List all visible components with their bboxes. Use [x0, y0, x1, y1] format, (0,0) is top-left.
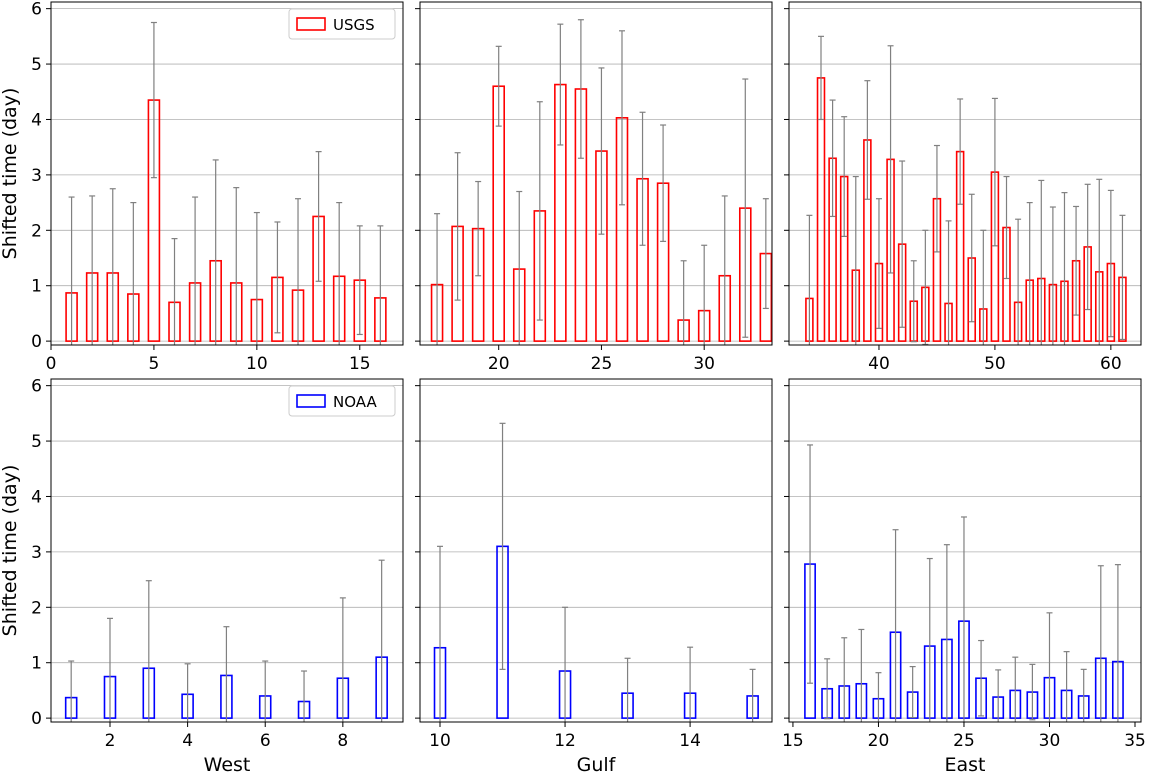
y-tick-label: 1 — [31, 277, 42, 297]
x-tick-label: 2 — [105, 731, 116, 751]
y-tick-label: 1 — [31, 654, 42, 674]
axes-frame — [50, 378, 404, 723]
y-tick-label: 3 — [31, 543, 42, 563]
y-tick-label: 5 — [31, 432, 42, 452]
x-tick-label: 15 — [349, 354, 371, 374]
x-tick-label: 25 — [591, 354, 613, 374]
legend-box — [288, 385, 396, 417]
x-tick-label: 30 — [1039, 731, 1061, 751]
subplot-bottom-middle: 10 12 14 Gulf — [415, 378, 773, 776]
subplot-top-left: 0 1 2 3 4 5 6 0 5 10 15 Shifted time (day) USGS — [0, 0, 404, 374]
x-tick-label: 10 — [429, 731, 451, 751]
subplot-bottom-left: 0 1 2 3 4 5 6 2 4 6 8 West Shifted time (day) NOAA — [0, 377, 404, 776]
y-tick-label: 6 — [31, 377, 42, 397]
x-tick-label: 20 — [868, 731, 890, 751]
x-tick-label: 60 — [1100, 354, 1122, 374]
y-axis-label: Shifted time (day) — [0, 88, 21, 260]
x-tick-label: 40 — [868, 354, 890, 374]
axes-frame — [788, 378, 1142, 723]
y-tick-label: 4 — [31, 110, 42, 130]
legend: USGS — [288, 8, 396, 40]
y-tick-label: 4 — [31, 487, 42, 507]
subplot-top-middle: 20 25 30 — [415, 1, 773, 374]
y-axis-label: Shifted time (day) — [0, 465, 21, 637]
x-tick-label: 50 — [984, 354, 1006, 374]
x-axis-label: West — [204, 754, 251, 772]
x-axis-label: East — [945, 754, 986, 772]
x-tick-label: 35 — [1124, 731, 1146, 751]
y-tick-label: 3 — [31, 166, 42, 186]
x-tick-label: 0 — [46, 354, 57, 374]
legend-box — [288, 8, 396, 40]
axes-frame — [788, 1, 1142, 346]
x-tick-label: 4 — [182, 731, 193, 751]
x-tick-label: 25 — [953, 731, 975, 751]
y-tick-label: 0 — [31, 709, 42, 729]
x-tick-label: 10 — [246, 354, 268, 374]
y-tick-label: 6 — [31, 0, 42, 20]
legend: NOAA — [288, 385, 396, 417]
axes-frame — [419, 378, 773, 723]
x-tick-label: 15 — [782, 731, 804, 751]
x-tick-label: 8 — [337, 731, 348, 751]
legend-swatch — [296, 17, 326, 31]
legend-label: USGS — [333, 16, 375, 34]
subplot-top-right: 40 50 60 — [784, 1, 1142, 374]
axes-frame — [419, 1, 773, 346]
x-tick-label: 14 — [679, 731, 701, 751]
legend-swatch — [296, 394, 326, 408]
y-tick-label: 2 — [31, 598, 42, 618]
x-tick-label: 6 — [260, 731, 271, 751]
axes-frame — [50, 1, 404, 346]
legend-label: NOAA — [333, 393, 377, 411]
subplot-bottom-right: 15 20 25 30 35 East — [782, 378, 1146, 776]
x-tick-label: 30 — [693, 354, 715, 374]
x-tick-label: 12 — [554, 731, 576, 751]
y-tick-label: 5 — [31, 55, 42, 75]
x-axis-label: Gulf — [577, 754, 617, 772]
x-tick-label: 5 — [149, 354, 160, 374]
y-tick-label: 0 — [31, 332, 42, 352]
x-tick-label: 20 — [488, 354, 510, 374]
y-tick-label: 2 — [31, 221, 42, 241]
